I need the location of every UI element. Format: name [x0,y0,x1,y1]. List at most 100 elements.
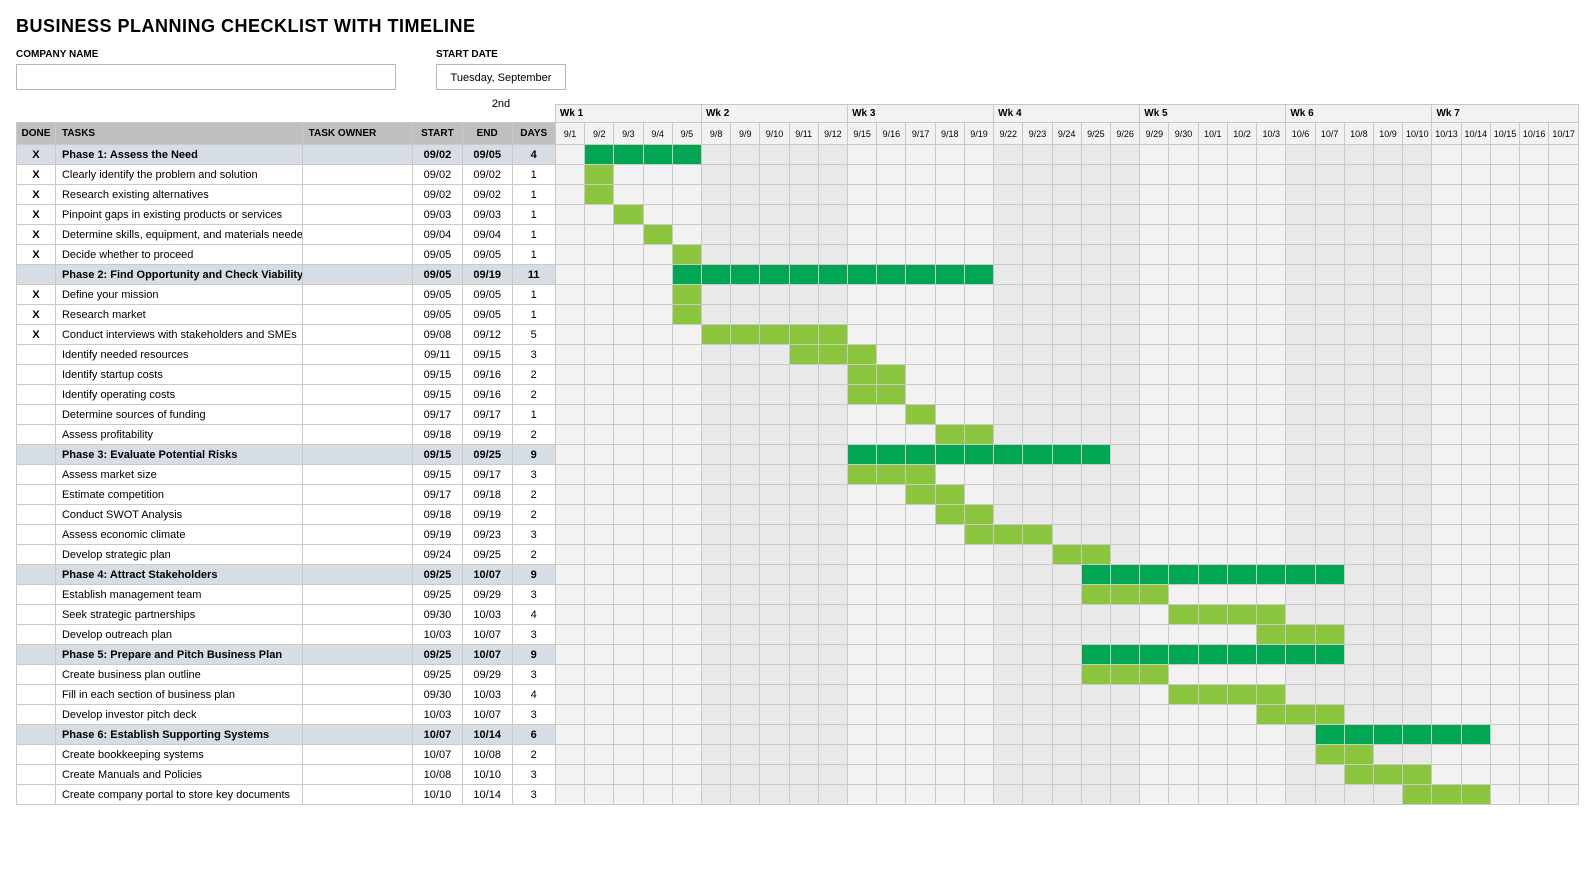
owner-cell[interactable] [302,745,412,765]
done-cell[interactable] [17,565,56,585]
timeline-cell [1227,145,1256,165]
done-cell[interactable]: X [17,285,56,305]
timeline-cell [585,765,614,785]
owner-cell[interactable] [302,565,412,585]
done-cell[interactable]: X [17,165,56,185]
done-cell[interactable] [17,745,56,765]
done-cell[interactable] [17,685,56,705]
done-cell[interactable] [17,445,56,465]
end-cell: 10/07 [462,645,512,665]
timeline-cell [585,585,614,605]
owner-cell[interactable] [302,765,412,785]
timeline-cell [643,765,672,785]
owner-cell[interactable] [302,325,412,345]
owner-cell[interactable] [302,305,412,325]
startdate-input[interactable]: Tuesday, September 2nd [436,64,566,90]
timeline-cell [1140,745,1169,765]
done-cell[interactable] [17,545,56,565]
timeline-cell [760,705,789,725]
done-cell[interactable]: X [17,305,56,325]
timeline-cell [555,685,584,705]
owner-cell[interactable] [302,225,412,245]
owner-cell[interactable] [302,545,412,565]
owner-cell[interactable] [302,345,412,365]
done-cell[interactable] [17,765,56,785]
timeline-cell [1344,365,1373,385]
timeline-cell [935,185,964,205]
company-input[interactable] [16,64,396,90]
owner-cell[interactable] [302,245,412,265]
done-cell[interactable] [17,785,56,805]
owner-cell[interactable] [302,425,412,445]
done-cell[interactable] [17,345,56,365]
startdate-label: START DATE [436,49,566,60]
done-cell[interactable] [17,605,56,625]
owner-cell[interactable] [302,605,412,625]
done-cell[interactable] [17,485,56,505]
timeline-cell [614,685,643,705]
owner-cell[interactable] [302,185,412,205]
owner-cell[interactable] [302,385,412,405]
done-cell[interactable] [17,365,56,385]
owner-cell[interactable] [302,205,412,225]
owner-cell[interactable] [302,665,412,685]
owner-cell[interactable] [302,165,412,185]
timeline-cell [1461,425,1490,445]
timeline-cell [789,445,818,465]
owner-cell[interactable] [302,785,412,805]
owner-cell[interactable] [302,505,412,525]
done-cell[interactable] [17,725,56,745]
owner-cell[interactable] [302,645,412,665]
timeline-cell [935,545,964,565]
done-cell[interactable] [17,525,56,545]
timeline-cell [760,145,789,165]
timeline-cell [818,505,847,525]
done-cell[interactable] [17,665,56,685]
owner-cell[interactable] [302,365,412,385]
done-cell[interactable] [17,385,56,405]
done-cell[interactable]: X [17,225,56,245]
done-cell[interactable] [17,425,56,445]
owner-cell[interactable] [302,265,412,285]
timeline-cell [1052,445,1081,465]
done-cell[interactable] [17,465,56,485]
owner-cell[interactable] [302,485,412,505]
done-cell[interactable] [17,625,56,645]
done-cell[interactable]: X [17,325,56,345]
owner-cell[interactable] [302,585,412,605]
done-cell[interactable] [17,505,56,525]
owner-cell[interactable] [302,685,412,705]
done-cell[interactable]: X [17,185,56,205]
done-cell[interactable]: X [17,245,56,265]
timeline-cell [906,145,935,165]
task-row: Determine sources of funding09/1709/171 [17,405,1579,425]
timeline-cell [1549,365,1579,385]
timeline-cell [585,345,614,365]
task-cell: Assess profitability [55,425,302,445]
timeline-cell [964,325,993,345]
owner-cell[interactable] [302,465,412,485]
owner-cell[interactable] [302,625,412,645]
owner-cell[interactable] [302,725,412,745]
timeline-cell [760,765,789,785]
timeline-cell [1549,485,1579,505]
done-cell[interactable] [17,405,56,425]
timeline-cell [1490,725,1519,745]
owner-cell[interactable] [302,525,412,545]
owner-cell[interactable] [302,405,412,425]
timeline-cell [1286,605,1315,625]
done-cell[interactable]: X [17,205,56,225]
owner-cell[interactable] [302,445,412,465]
days-cell: 11 [512,265,555,285]
done-cell[interactable] [17,705,56,725]
end-cell: 09/02 [462,185,512,205]
timeline-cell [906,385,935,405]
done-cell[interactable] [17,585,56,605]
done-cell[interactable] [17,265,56,285]
done-cell[interactable] [17,645,56,665]
done-cell[interactable]: X [17,145,56,165]
timeline-cell [877,205,906,225]
owner-cell[interactable] [302,145,412,165]
owner-cell[interactable] [302,705,412,725]
owner-cell[interactable] [302,285,412,305]
